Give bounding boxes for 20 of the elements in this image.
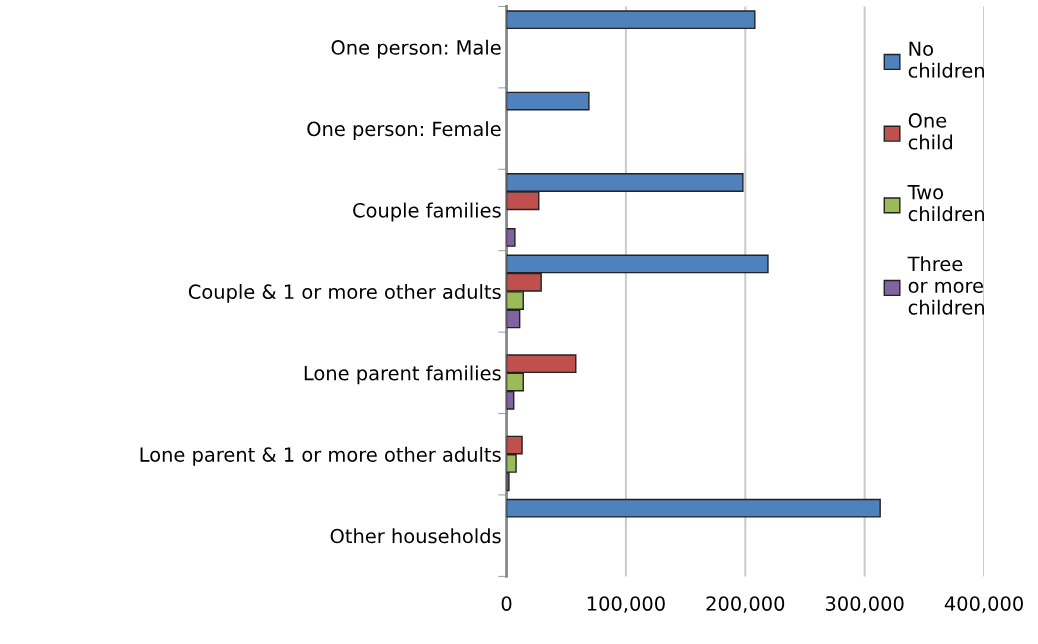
y-tick-label: Couple families xyxy=(353,202,501,222)
bar xyxy=(506,10,756,30)
x-tick-label: 100,000 xyxy=(587,596,665,613)
y-tick-label: Lone parent families xyxy=(304,365,501,385)
legend-label: No children xyxy=(908,41,984,78)
y-tick-label: Other households xyxy=(330,528,501,544)
bar xyxy=(506,498,881,518)
x-tick-label: 200,000 xyxy=(706,596,785,613)
y-tick-label: One person: Female xyxy=(307,121,501,140)
x-tick-label: 300,000 xyxy=(825,596,904,613)
legend-label: Two children xyxy=(907,185,984,222)
legend-label: Three or more children xyxy=(907,256,984,315)
bar xyxy=(506,91,590,111)
bar xyxy=(506,228,516,247)
y-tick-label: Lone parent & 1 or more other adults xyxy=(140,446,501,466)
y-tick-label: One person: Male xyxy=(331,39,501,59)
legend-label: One child xyxy=(908,113,953,150)
x-tick-label: 400,000 xyxy=(944,596,1023,613)
y-tick-label: Couple & 1 or more other adults xyxy=(188,284,501,303)
x-tick-label: 0 xyxy=(501,596,512,611)
